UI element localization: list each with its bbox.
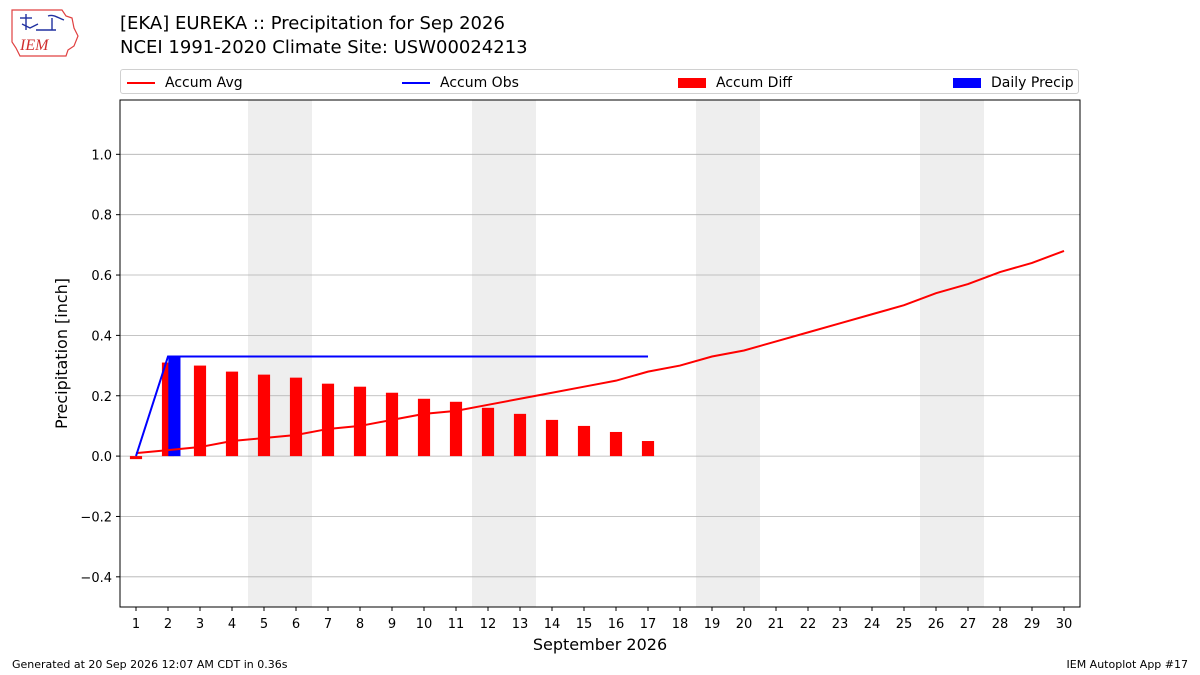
y-tick-label: −0.4 — [80, 571, 112, 586]
y-tick-label: 0.2 — [91, 390, 112, 405]
chart-subtitle: NCEI 1991-2020 Climate Site: USW00024213 — [120, 37, 528, 58]
accum-diff-bar — [481, 407, 495, 457]
accum-diff-bar — [513, 413, 527, 457]
x-tick-label: 27 — [960, 617, 977, 632]
legend-label-accum-avg: Accum Avg — [165, 74, 243, 91]
x-tick-label: 18 — [672, 617, 689, 632]
legend-label-daily-precip: Daily Precip — [991, 74, 1074, 91]
weekend-shade — [472, 100, 536, 607]
y-tick-label: 0.6 — [91, 269, 112, 284]
y-tick-label: 1.0 — [91, 148, 112, 163]
x-tick-label: 15 — [576, 617, 593, 632]
accum-diff-bar — [417, 398, 431, 457]
accum-diff-bar — [257, 374, 271, 457]
accum-diff-bar — [353, 386, 367, 457]
x-tick-label: 28 — [992, 617, 1009, 632]
x-tick-label: 25 — [896, 617, 913, 632]
weekend-shade — [920, 100, 984, 607]
accum-avg-line — [135, 249, 1065, 455]
x-tick-label: 10 — [416, 617, 433, 632]
accum-obs-line — [135, 355, 648, 457]
logo-text: IEM — [19, 37, 50, 54]
accum-diff-bar — [609, 431, 623, 457]
x-tick-label: 24 — [864, 617, 881, 632]
y-tick-label: 0.8 — [91, 209, 112, 224]
legend-label-accum-obs: Accum Obs — [440, 74, 519, 91]
legend-swatch-accum-avg — [127, 81, 155, 84]
accum-diff-bar — [641, 441, 655, 457]
legend-item-accum-obs: Accum Obs — [402, 70, 519, 95]
legend-item-accum-diff: Accum Diff — [678, 70, 792, 95]
x-tick-label: 29 — [1024, 617, 1041, 632]
x-tick-label: 3 — [196, 617, 204, 632]
accum-diff-bar — [225, 371, 239, 457]
x-tick-label: 5 — [260, 617, 268, 632]
legend-item-accum-avg: Accum Avg — [127, 70, 243, 95]
y-tick-label: 0.4 — [91, 329, 112, 344]
x-tick-label: 16 — [608, 617, 625, 632]
daily-precip-bar — [168, 356, 181, 457]
bars — [129, 356, 655, 460]
x-tick-label: 23 — [832, 617, 849, 632]
legend-swatch-accum-obs — [402, 81, 430, 84]
y-tick-label: 0.0 — [91, 450, 112, 465]
legend-label-accum-diff: Accum Diff — [716, 74, 793, 91]
ticks: −0.4−0.20.00.20.40.60.81.01 2 3 4 5 6 7 8 9 10 11 1… — [80, 148, 1072, 632]
accum-diff-bar — [129, 456, 143, 460]
x-tick-label: 22 — [800, 617, 817, 632]
legend-item-daily-precip: Daily Precip — [953, 70, 1074, 95]
accum-diff-bar — [289, 377, 303, 457]
legend-swatch-daily-precip — [953, 77, 981, 88]
x-tick-label: 9 — [388, 617, 396, 632]
x-tick-label: 1 — [132, 617, 140, 632]
y-axis-label: Precipitation [inch] — [52, 278, 71, 429]
iem-logo: IEM — [11, 9, 79, 57]
accum-diff-bar — [321, 383, 335, 457]
y-tick-label: −0.2 — [80, 510, 112, 525]
x-tick-label: 8 — [356, 617, 364, 632]
x-tick-label: 21 — [768, 617, 785, 632]
chart-title: [EKA] EUREKA :: Precipitation for Sep 20… — [120, 13, 505, 34]
x-tick-label: 14 — [544, 617, 561, 632]
x-tick-label: 20 — [736, 617, 753, 632]
footer-generated: Generated at 20 Sep 2026 12:07 AM CDT in… — [12, 658, 288, 671]
x-tick-label: 11 — [448, 617, 465, 632]
legend: Accum Avg Accum Obs Accum Diff Daily Pre… — [120, 69, 1079, 94]
accum-diff-bar — [449, 401, 463, 457]
accum-diff-bar — [545, 419, 559, 457]
weekend-shade — [248, 100, 312, 607]
x-tick-label: 19 — [704, 617, 721, 632]
grid-lines — [120, 153, 1080, 578]
x-tick-label: 7 — [324, 617, 332, 632]
x-tick-label: 6 — [292, 617, 300, 632]
x-tick-label: 13 — [512, 617, 529, 632]
legend-swatch-accum-diff — [678, 77, 706, 88]
x-tick-label: 17 — [640, 617, 657, 632]
plot-frame — [119, 99, 1081, 608]
x-tick-label: 30 — [1056, 617, 1073, 632]
x-tick-label: 4 — [228, 617, 236, 632]
accum-diff-bar — [193, 365, 207, 457]
x-tick-label: 26 — [928, 617, 945, 632]
footer-app: IEM Autoplot App #17 — [1066, 658, 1189, 671]
accum-diff-bar — [385, 392, 399, 457]
x-tick-label: 12 — [480, 617, 497, 632]
weekend-shading — [248, 100, 984, 607]
accum-diff-bar — [577, 425, 591, 457]
x-axis-label: September 2026 — [533, 635, 667, 654]
lines — [135, 249, 1065, 457]
x-tick-label: 2 — [164, 617, 172, 632]
